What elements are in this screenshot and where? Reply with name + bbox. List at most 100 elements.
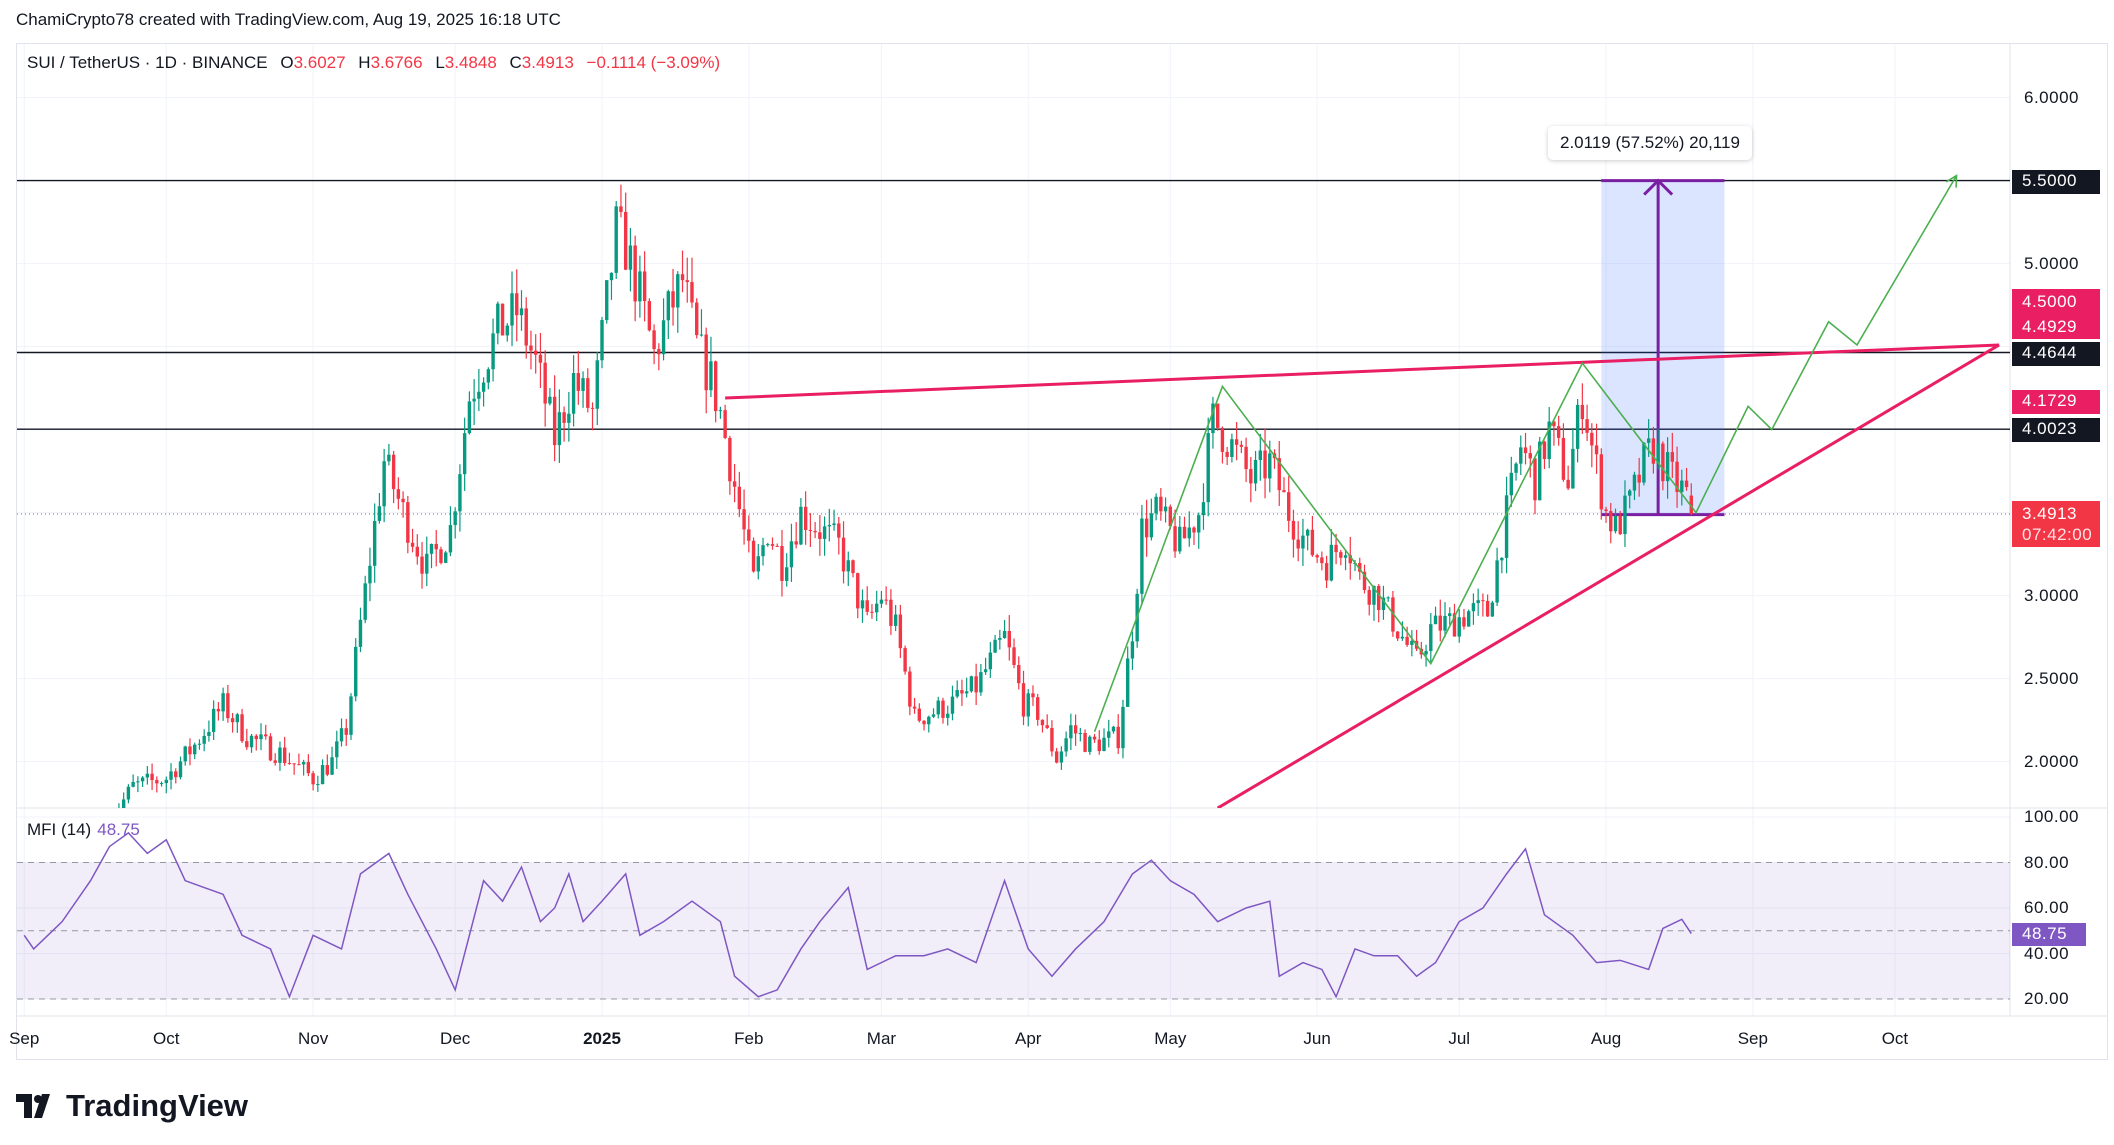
candle-body: [647, 301, 652, 331]
candle-body: [789, 541, 794, 568]
candle-body: [434, 543, 438, 550]
candle-body: [193, 744, 197, 755]
candle-body: [927, 716, 931, 725]
candle-body: [1400, 636, 1405, 639]
candle-body: [1533, 458, 1537, 501]
candle-body: [486, 369, 491, 383]
time-axis-label: Aug: [1590, 1029, 1622, 1048]
candle-body: [254, 735, 258, 740]
candle-body: [301, 762, 306, 765]
candle-body: [756, 556, 760, 572]
candle-body: [273, 760, 277, 763]
candle-body: [1320, 557, 1324, 564]
candle-body: [1305, 529, 1310, 536]
candle-body: [1509, 472, 1514, 496]
candle-body: [249, 735, 254, 748]
candle-body: [1684, 480, 1689, 488]
candle-body: [1590, 432, 1594, 446]
candle-body: [1211, 403, 1215, 434]
candle-body: [1429, 624, 1433, 652]
candle-body: [983, 669, 988, 673]
candle-body: [922, 720, 926, 725]
candle-body: [666, 291, 671, 321]
candle-body: [387, 454, 391, 462]
candle-body: [1519, 447, 1523, 464]
candle-body: [931, 714, 936, 717]
candle-body: [1201, 502, 1206, 516]
candle-body: [837, 523, 841, 538]
candle-body: [121, 799, 126, 808]
candle-body: [1675, 461, 1679, 493]
candle-body: [628, 245, 633, 270]
candle-body: [732, 481, 737, 487]
candle-body: [974, 676, 978, 693]
candle-body: [865, 600, 869, 612]
candle-body: [979, 672, 983, 693]
candle-body: [1064, 738, 1068, 752]
candle-body: [140, 777, 145, 782]
price-badge: 4.0023: [2012, 418, 2100, 443]
candle-body: [723, 410, 727, 438]
candle-body: [1187, 527, 1191, 539]
candle-body: [908, 671, 912, 707]
candle-body: [159, 783, 164, 785]
candle-body: [619, 206, 623, 212]
candle-body: [1021, 683, 1026, 717]
candle-body: [818, 532, 822, 539]
candle-body: [1244, 446, 1248, 470]
candle-body: [1206, 433, 1210, 503]
candle-body: [1538, 441, 1542, 501]
candle-body: [1329, 544, 1334, 581]
candle-body: [912, 706, 917, 709]
candle-body: [396, 489, 401, 499]
tradingview-logo[interactable]: TradingView: [16, 1088, 248, 1124]
candle-body: [382, 461, 386, 507]
candle-body: [1002, 630, 1007, 639]
time-axis-label: Mar: [866, 1029, 897, 1048]
candle-body: [1542, 441, 1547, 460]
candle-body: [737, 486, 742, 510]
price-badge-value: 4.5000: [2022, 292, 2077, 311]
candle-body: [1490, 602, 1495, 617]
logo-text: TradingView: [66, 1088, 249, 1123]
candle-body: [363, 583, 367, 620]
candle-body: [155, 780, 159, 784]
candle-body: [1102, 737, 1106, 752]
candle-body: [339, 728, 344, 742]
candle-body: [1324, 563, 1329, 581]
candle-body: [287, 763, 292, 765]
candle-body: [1386, 597, 1390, 599]
candle-body: [936, 700, 940, 715]
candle-body: [216, 708, 221, 712]
candle-body: [1258, 450, 1263, 460]
tradingview-logo-icon: [16, 1094, 50, 1118]
candle-body: [718, 410, 723, 412]
candle-body: [1689, 495, 1693, 515]
candle-body: [827, 525, 832, 527]
candle-body: [661, 320, 666, 355]
candle-body: [1050, 727, 1054, 752]
candle-body: [500, 303, 505, 336]
candle-body: [1632, 474, 1637, 491]
candle-body: [851, 560, 855, 574]
candle-body: [429, 543, 434, 554]
candle-body: [638, 271, 642, 302]
candle-body: [1348, 555, 1352, 564]
candle-body: [1277, 458, 1281, 491]
low-label: L: [435, 53, 445, 72]
candle-body: [543, 362, 547, 404]
candle-body: [292, 763, 296, 765]
candle-body: [325, 765, 330, 775]
candle-body: [1287, 492, 1291, 521]
projection-arrow-icon: [1945, 174, 1958, 188]
candle-body: [174, 771, 178, 778]
candle-body: [713, 361, 718, 412]
candle-body: [1500, 557, 1504, 561]
candle-body: [467, 401, 472, 434]
chart-frame: [16, 43, 2108, 1060]
candle-body: [1026, 693, 1030, 717]
measure-arrow-head-icon: [1643, 178, 1674, 196]
candle-body: [695, 302, 699, 336]
candle-body: [316, 784, 320, 786]
